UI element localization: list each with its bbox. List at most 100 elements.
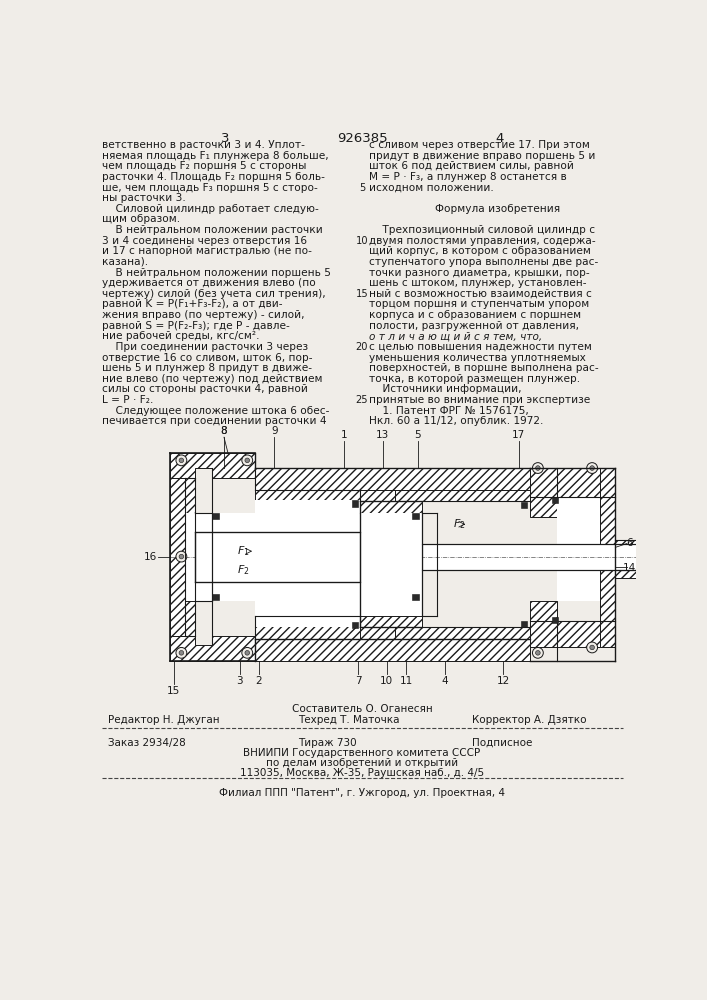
Text: Силовой цилиндр работает следую-: Силовой цилиндр работает следую- [103, 204, 319, 214]
Text: Филиал ППП "Патент", г. Ужгород, ул. Проектная, 4: Филиал ППП "Патент", г. Ужгород, ул. Про… [219, 788, 505, 798]
Text: 11: 11 [399, 676, 413, 686]
Text: по делам изобретений и открытий: по делам изобретений и открытий [266, 758, 458, 768]
Bar [521, 502, 527, 508]
Text: ступенчатого упора выполнены две рас-: ступенчатого упора выполнены две рас- [369, 257, 598, 267]
Circle shape [587, 642, 597, 653]
Text: жения вправо (по чертежу) - силой,: жения вправо (по чертежу) - силой, [103, 310, 305, 320]
Text: 15: 15 [167, 686, 180, 696]
Polygon shape [170, 636, 255, 661]
Text: 7: 7 [355, 676, 361, 686]
Text: 4: 4 [442, 676, 448, 686]
Text: торцом поршня и ступенчатым упором: торцом поршня и ступенчатым упором [369, 299, 589, 309]
Text: силы со стороны расточки 4, равной: силы со стороны расточки 4, равной [103, 384, 308, 394]
Text: 926385: 926385 [337, 132, 387, 145]
Text: печивается при соединении расточки 4: печивается при соединении расточки 4 [103, 416, 327, 426]
Bar [552, 497, 558, 503]
Text: с сливом через отверстие 17. При этом: с сливом через отверстие 17. При этом [369, 140, 590, 150]
Text: шток 6 под действием силы, равной: шток 6 под действием силы, равной [369, 161, 574, 171]
Text: 25: 25 [356, 395, 368, 405]
Polygon shape [360, 616, 421, 627]
Text: $F_2$: $F_2$ [237, 564, 250, 577]
Text: поверхностей, в поршне выполнена рас-: поверхностей, в поршне выполнена рас- [369, 363, 599, 373]
Bar [412, 594, 419, 600]
Text: няемая площадь F₁ плунжера 8 больше,: няемая площадь F₁ плунжера 8 больше, [103, 151, 329, 161]
Text: Тираж 730: Тираж 730 [298, 738, 356, 748]
Bar [360, 627, 395, 639]
Bar [530, 620, 600, 647]
Text: о т л и ч а ю щ и й с я тем, что,: о т л и ч а ю щ и й с я тем, что, [369, 331, 542, 341]
Circle shape [535, 651, 540, 655]
Bar [557, 497, 600, 601]
Text: Подписное: Подписное [472, 738, 532, 748]
Bar [195, 513, 360, 601]
Text: 6: 6 [626, 538, 633, 548]
Text: 3 и 4 соединены через отверстия 16: 3 и 4 соединены через отверстия 16 [103, 236, 308, 246]
Text: удерживается от движения влево (по: удерживается от движения влево (по [103, 278, 316, 288]
Circle shape [532, 463, 543, 473]
Text: принятые во внимание при экспертизе: принятые во внимание при экспертизе [369, 395, 590, 405]
Circle shape [179, 651, 184, 655]
Text: ный с возможностью взаимодействия с: ный с возможностью взаимодействия с [369, 289, 592, 299]
Text: 4: 4 [495, 132, 503, 145]
Bar [255, 500, 360, 627]
Circle shape [532, 647, 543, 658]
Text: щим образом.: щим образом. [103, 214, 180, 224]
Text: придут в движение вправо поршень 5 и: придут в движение вправо поршень 5 и [369, 151, 595, 161]
Circle shape [242, 455, 252, 466]
Text: 1. Патент ФРГ № 1576175,: 1. Патент ФРГ № 1576175, [369, 406, 529, 416]
Text: двумя полостями управления, содержа-: двумя полостями управления, содержа- [369, 236, 595, 246]
Bar [185, 513, 212, 601]
Text: исходном положении.: исходном положении. [369, 183, 493, 193]
Circle shape [535, 466, 540, 470]
Text: 113035, Москва, Ж-35, Раушская наб., д. 4/5: 113035, Москва, Ж-35, Раушская наб., д. … [240, 768, 484, 778]
Circle shape [590, 645, 595, 650]
Bar [212, 594, 218, 600]
Circle shape [179, 554, 184, 559]
Text: шень с штоком, плунжер, установлен-: шень с штоком, плунжер, установлен- [369, 278, 586, 288]
Text: чем площадь F₂ поршня 5 с стороны: чем площадь F₂ поршня 5 с стороны [103, 161, 307, 171]
Bar [530, 601, 557, 620]
Text: 3: 3 [221, 132, 230, 145]
Text: 20: 20 [356, 342, 368, 352]
Text: равной S = P(F₂-F₃); где P - давле-: равной S = P(F₂-F₃); где P - давле- [103, 321, 290, 331]
Text: Нкл. 60 a 11/12, опублик. 1972.: Нкл. 60 a 11/12, опублик. 1972. [369, 416, 543, 426]
Text: чертежу) силой (без учета сил трения),: чертежу) силой (без учета сил трения), [103, 289, 326, 299]
Text: ны расточки 3.: ны расточки 3. [103, 193, 186, 203]
Text: Формула изобретения: Формула изобретения [435, 204, 560, 214]
Circle shape [590, 466, 595, 470]
Text: полости, разгруженной от давления,: полости, разгруженной от давления, [369, 321, 579, 331]
Text: щий корпус, в котором с образованием: щий корпус, в котором с образованием [369, 246, 591, 256]
Bar [195, 532, 360, 582]
Bar [360, 490, 395, 501]
Text: 10: 10 [356, 236, 368, 246]
Circle shape [179, 458, 184, 463]
Bar [352, 500, 358, 507]
Circle shape [176, 455, 187, 466]
Text: 17: 17 [512, 430, 525, 440]
Text: Техред Т. Маточка: Техред Т. Маточка [298, 715, 399, 725]
Text: ше, чем площадь F₃ поршня 5 с сторо-: ше, чем площадь F₃ поршня 5 с сторо- [103, 183, 318, 193]
Circle shape [245, 651, 250, 655]
Text: с целью повышения надежности путем: с целью повышения надежности путем [369, 342, 592, 352]
Bar [255, 468, 530, 490]
Text: 10: 10 [380, 676, 393, 686]
Text: расточки 4. Площадь F₂ поршня 5 боль-: расточки 4. Площадь F₂ поршня 5 боль- [103, 172, 325, 182]
Bar [255, 639, 530, 661]
Text: 8: 8 [221, 426, 228, 436]
Bar [352, 622, 358, 628]
Text: ВНИИПИ Государственного комитета СССР: ВНИИПИ Государственного комитета СССР [243, 748, 481, 758]
Bar [212, 513, 218, 519]
Text: Редактор Н. Джуган: Редактор Н. Джуган [107, 715, 219, 725]
Text: M = P · F₃, а плунжер 8 останется в: M = P · F₃, а плунжер 8 останется в [369, 172, 567, 182]
Text: точка, в которой размещен плунжер.: точка, в которой размещен плунжер. [369, 374, 580, 384]
Polygon shape [185, 478, 195, 513]
Bar [395, 490, 530, 501]
Bar [421, 544, 662, 570]
Bar [255, 616, 360, 639]
Text: 12: 12 [496, 676, 510, 686]
Circle shape [176, 647, 187, 658]
Bar [360, 513, 421, 616]
Text: ние влево (по чертежу) под действием: ние влево (по чертежу) под действием [103, 374, 323, 384]
Text: равной K = P(F₁+F₃-F₂), а от дви-: равной K = P(F₁+F₃-F₂), а от дви- [103, 299, 283, 309]
Text: 2: 2 [255, 676, 262, 686]
